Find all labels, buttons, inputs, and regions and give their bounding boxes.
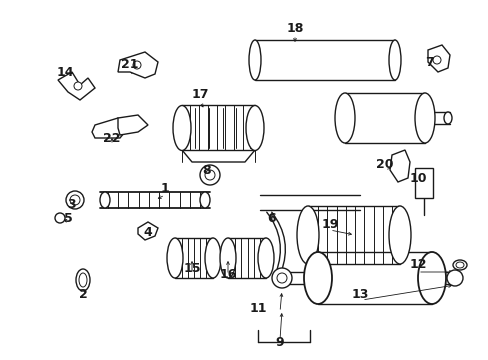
Circle shape xyxy=(55,213,65,223)
Text: 11: 11 xyxy=(249,302,266,315)
Text: 17: 17 xyxy=(191,89,208,102)
Polygon shape xyxy=(138,222,158,240)
Text: 3: 3 xyxy=(67,198,76,211)
Ellipse shape xyxy=(173,105,191,150)
Circle shape xyxy=(70,195,80,205)
Text: 1: 1 xyxy=(160,181,169,194)
Text: 4: 4 xyxy=(143,225,152,238)
Ellipse shape xyxy=(296,206,318,264)
Polygon shape xyxy=(389,150,409,182)
Text: 2: 2 xyxy=(79,288,87,302)
Circle shape xyxy=(74,82,82,90)
Text: 5: 5 xyxy=(63,211,72,225)
Text: 16: 16 xyxy=(219,269,236,282)
Text: 6: 6 xyxy=(267,211,276,225)
Ellipse shape xyxy=(388,40,400,80)
Text: 12: 12 xyxy=(408,258,426,271)
Text: 19: 19 xyxy=(321,219,338,231)
Text: 10: 10 xyxy=(408,171,426,184)
Bar xyxy=(414,168,432,198)
Ellipse shape xyxy=(452,260,466,270)
Ellipse shape xyxy=(455,262,463,268)
Ellipse shape xyxy=(417,252,445,304)
Ellipse shape xyxy=(167,238,183,278)
Bar xyxy=(254,40,394,80)
Circle shape xyxy=(204,170,215,180)
Ellipse shape xyxy=(248,40,261,80)
Ellipse shape xyxy=(414,93,434,143)
Circle shape xyxy=(66,191,84,209)
Circle shape xyxy=(446,270,462,286)
Polygon shape xyxy=(118,115,148,135)
Circle shape xyxy=(276,273,286,283)
Text: 22: 22 xyxy=(103,131,121,144)
Ellipse shape xyxy=(204,238,221,278)
Text: 21: 21 xyxy=(121,58,139,72)
Text: 13: 13 xyxy=(350,288,368,302)
Polygon shape xyxy=(118,52,158,78)
Text: 7: 7 xyxy=(425,55,433,68)
Ellipse shape xyxy=(220,238,236,278)
Text: 20: 20 xyxy=(375,158,393,171)
Ellipse shape xyxy=(245,105,264,150)
Text: 15: 15 xyxy=(183,261,201,274)
Text: 9: 9 xyxy=(275,336,284,348)
Circle shape xyxy=(133,61,141,69)
Circle shape xyxy=(432,56,440,64)
Text: 8: 8 xyxy=(202,163,211,176)
Circle shape xyxy=(200,165,220,185)
Ellipse shape xyxy=(258,238,273,278)
Ellipse shape xyxy=(76,269,90,291)
Polygon shape xyxy=(92,118,128,138)
Text: 14: 14 xyxy=(56,66,74,78)
Polygon shape xyxy=(58,72,95,100)
Circle shape xyxy=(271,268,291,288)
Polygon shape xyxy=(427,45,449,72)
Ellipse shape xyxy=(200,192,209,208)
Ellipse shape xyxy=(334,93,354,143)
Ellipse shape xyxy=(79,273,87,287)
Ellipse shape xyxy=(443,112,451,124)
Ellipse shape xyxy=(304,252,331,304)
Ellipse shape xyxy=(100,192,110,208)
Ellipse shape xyxy=(388,206,410,264)
Text: 18: 18 xyxy=(286,22,303,35)
